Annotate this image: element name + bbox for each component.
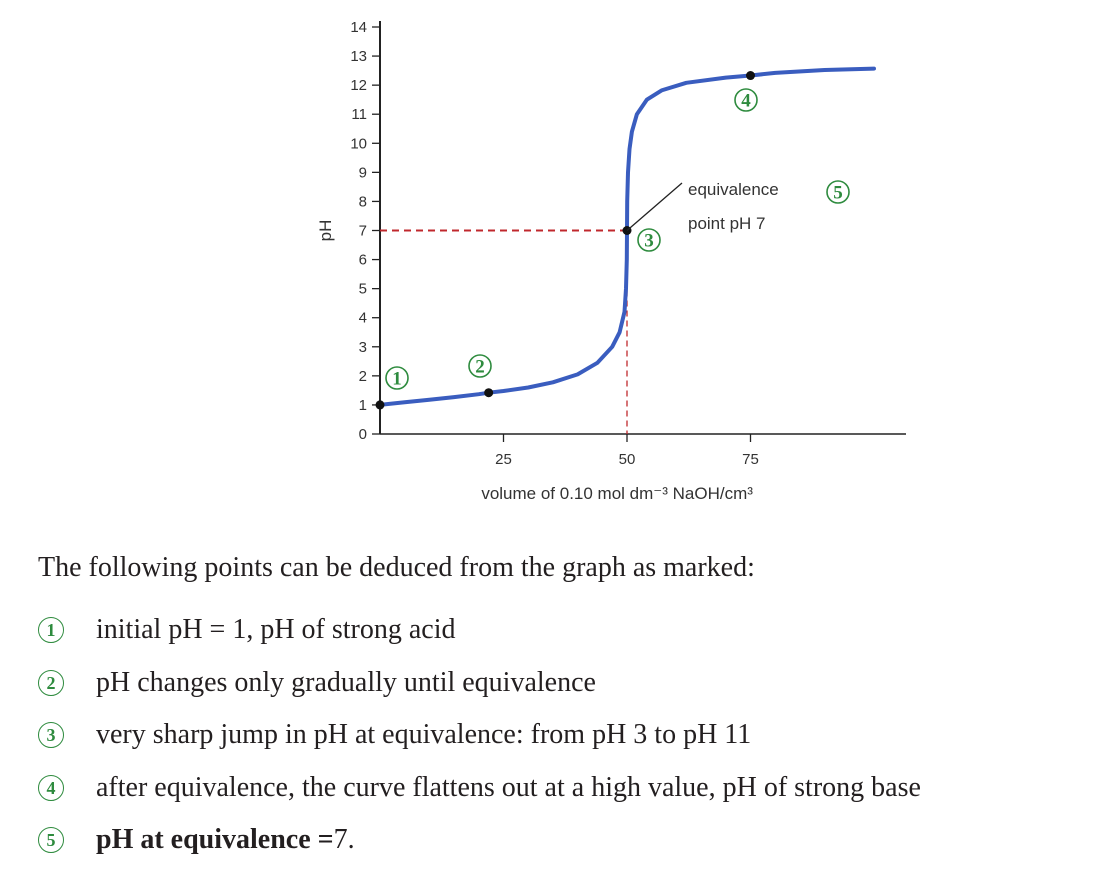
badge-1: 1 <box>38 617 64 644</box>
badge-4 <box>734 88 758 112</box>
y-tick-label: 11 <box>351 106 367 123</box>
y-tick-label: 12 <box>350 77 367 94</box>
badge-2-label: 2 <box>475 357 485 378</box>
badge-1 <box>385 366 409 390</box>
badge-2: 2 <box>38 669 64 696</box>
y-tick-label: 0 <box>359 426 367 443</box>
x-axis-label: volume of 0.10 mol dm⁻³ NaOH/cm³ <box>481 484 753 503</box>
point-text-bold: pH at equivalence = <box>96 824 334 856</box>
explanation-section: The following points can be deduced from… <box>38 552 1078 867</box>
badge-3: 3 <box>38 722 64 749</box>
x-tick-label: 75 <box>742 451 759 468</box>
x-tick-label: 25 <box>495 451 512 468</box>
y-tick-label: 2 <box>359 368 367 385</box>
badge-5-label: 5 <box>833 183 843 204</box>
y-axis-label: pH <box>316 220 335 242</box>
point-text: pH changes only gradually until equivale… <box>96 666 596 698</box>
badge-4: 4 <box>38 774 64 801</box>
data-point-1 <box>375 400 385 410</box>
point-text-tail: 7. <box>333 824 355 856</box>
list-item: 1 initial pH = 1, pH of strong acid <box>38 604 1078 657</box>
list-item: 5 pH at equivalence = 7. <box>38 814 1078 867</box>
y-tick-label: 14 <box>350 19 367 36</box>
badge-5 <box>826 180 850 204</box>
y-tick-label: 4 <box>359 310 367 327</box>
annotation-line-2: point pH 7 <box>688 214 766 233</box>
annotation-line-1: equivalence <box>688 180 779 199</box>
point-text: initial pH = 1, pH of strong acid <box>96 614 456 646</box>
badge-4-label: 4 <box>741 91 751 112</box>
y-tick-label: 6 <box>359 252 367 269</box>
points-list: 1 initial pH = 1, pH of strong acid 2 pH… <box>38 604 1078 867</box>
y-tick-label: 10 <box>350 135 367 152</box>
badge-1-label: 1 <box>392 369 402 390</box>
data-point-4 <box>746 71 755 81</box>
badge-2 <box>468 354 492 378</box>
y-tick-label: 9 <box>359 164 367 181</box>
data-point-2 <box>484 388 494 398</box>
list-item: 2 pH changes only gradually until equiva… <box>38 657 1078 710</box>
annotation-leader <box>626 182 683 231</box>
list-item: 3 very sharp jump in pH at equivalence: … <box>38 709 1078 762</box>
explanation-intro: The following points can be deduced from… <box>38 552 755 583</box>
y-tick-label: 3 <box>359 339 367 356</box>
y-tick-label: 1 <box>359 397 367 414</box>
list-item: 4 after equivalence, the curve flattens … <box>38 762 1078 815</box>
point-text: very sharp jump in pH at equivalence: fr… <box>96 719 752 751</box>
badge-5: 5 <box>38 827 64 854</box>
point-text: after equivalence, the curve flattens ou… <box>96 771 921 803</box>
y-tick-label: 13 <box>350 48 367 65</box>
y-tick-label: 7 <box>359 223 367 240</box>
x-tick-label: 50 <box>619 451 636 468</box>
y-tick-label: 5 <box>359 281 367 298</box>
badge-3-label: 3 <box>644 231 654 252</box>
y-tick-label: 8 <box>359 193 367 210</box>
badge-3 <box>637 228 661 252</box>
